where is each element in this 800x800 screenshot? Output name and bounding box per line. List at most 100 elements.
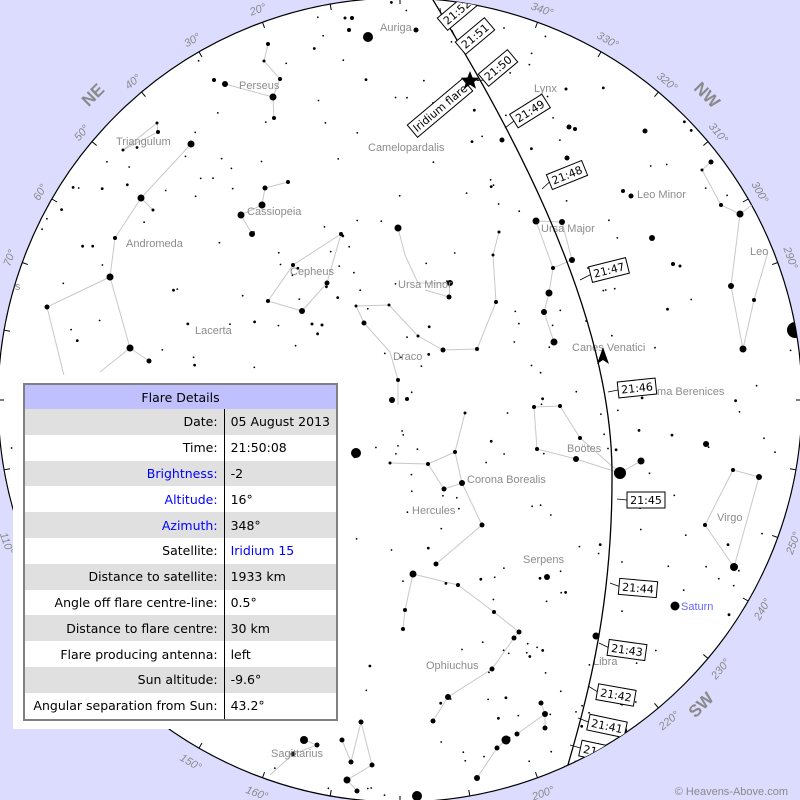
row-label: Angle off flare centre-line: [24,589,225,616]
brightness-link[interactable]: Brightness: [24,460,225,487]
table-row: Angular separation from Sun: 43.2° [24,692,337,720]
row-value: -2 [224,460,337,487]
time-label-text: 21:40 [582,743,616,762]
star [569,257,575,263]
star [756,474,762,480]
star [551,324,554,327]
azimuth-tick [534,22,538,29]
star [504,696,508,700]
star [427,325,431,329]
azimuth-label: 230° [708,656,733,682]
star [501,735,511,745]
star [253,366,256,369]
star [528,655,532,658]
star [538,700,544,706]
star [682,589,685,592]
star [272,116,276,120]
star [75,339,79,342]
star [197,59,200,62]
azimuth-link[interactable]: Azimuth: [24,512,225,538]
star [690,298,693,301]
star [383,794,386,796]
star [621,189,625,193]
azimuth-tick [262,771,266,778]
time-label-text: 21:43 [610,642,643,659]
star [106,273,114,281]
star [689,129,693,132]
altitude-link[interactable]: Altitude: [24,486,225,513]
satellite-track [429,0,613,776]
star [565,200,568,202]
time-label: 21:45 [626,491,666,509]
star [485,461,487,464]
time-tick-line [579,274,591,281]
constellation-line [122,122,159,151]
constellation-line [269,739,319,776]
table-row: Time: 21:50:08 [24,434,337,461]
constellation-label: Sagittarius [271,748,323,760]
star [598,543,602,546]
azimuth-label: 200° [530,784,557,800]
star [671,262,675,266]
star [738,569,740,572]
row-label: Angular separation from Sun: [24,692,225,720]
star [497,203,500,205]
azimuth-tick [4,329,11,332]
star [440,741,443,743]
star [416,334,420,338]
star [505,114,507,117]
star [81,244,84,248]
star [670,601,680,611]
star [483,755,485,758]
star [396,378,400,382]
star [601,86,605,90]
satellite-link[interactable]: Iridium 15 [230,543,295,559]
star [446,294,452,300]
azimuth-label: 30° [182,31,203,50]
star [361,320,367,326]
star [514,310,517,313]
star [380,220,383,223]
star [394,96,397,99]
azimuth-tick [534,771,538,778]
constellation-label: Ursa Major [541,223,595,235]
star [310,322,314,326]
star [564,87,568,91]
star [551,266,555,270]
star [566,124,572,130]
star [640,396,644,400]
star [666,307,669,311]
constellation-line [224,83,274,98]
row-value: 0.5° [230,594,257,610]
star [351,448,361,458]
compass-ne: NE [78,80,108,110]
table-title: Flare Details [24,384,337,409]
star [549,514,552,516]
star [41,228,43,231]
star [667,565,670,568]
azimuth-label: 330° [595,30,621,52]
row-label: Time: [24,434,225,461]
star [106,160,108,163]
constellation-label: Ophiuchus [426,660,479,672]
star [341,234,345,238]
star [731,468,735,472]
star [410,391,413,394]
star [559,570,562,573]
star [398,194,401,197]
star [514,731,520,737]
star [449,698,452,700]
star [285,62,288,65]
star [703,523,707,527]
star [458,507,460,510]
star [761,532,763,535]
star [530,364,533,367]
star [559,219,565,225]
constellation-line [454,412,466,453]
star [465,192,468,195]
star [277,324,280,327]
constellation-label: Leo [750,246,768,258]
star [397,445,399,447]
constellation-line [355,304,390,307]
star [475,347,479,351]
